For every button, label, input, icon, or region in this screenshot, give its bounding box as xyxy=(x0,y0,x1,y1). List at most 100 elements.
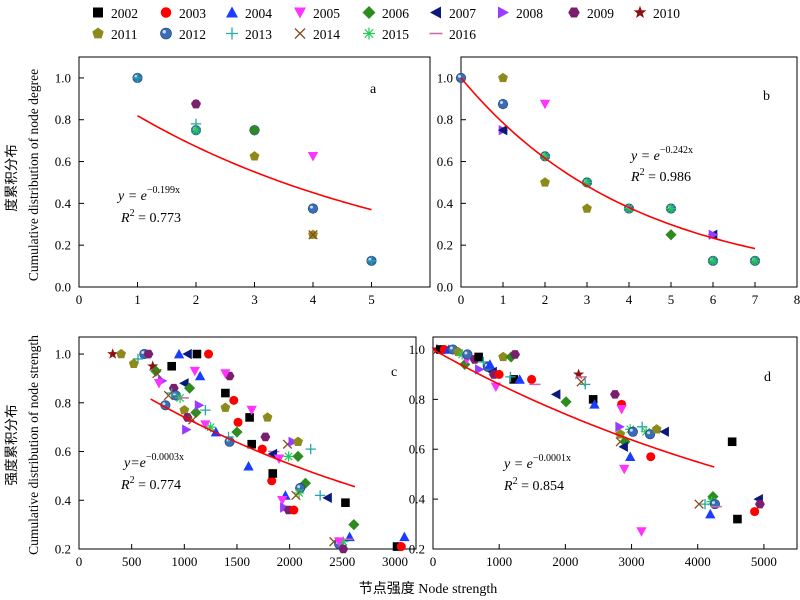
fit-r2-sup: 2 xyxy=(640,167,645,178)
legend-label-2008: 2008 xyxy=(516,6,543,21)
data-point-a-2006 xyxy=(248,124,261,136)
data-point-b-2012 xyxy=(497,99,509,110)
x-tick-label: 5 xyxy=(668,292,675,307)
x-tick-label: 1500 xyxy=(224,554,250,569)
data-point-b-2006 xyxy=(665,229,677,241)
fit-equation-d: y = e−0.0001x xyxy=(502,453,571,472)
y-tick-label: 1.0 xyxy=(55,70,71,85)
panel-b-frame xyxy=(460,56,798,288)
y-tick-label: 0.2 xyxy=(55,238,71,253)
fit-r2-c: R2 = 0.774 xyxy=(120,475,181,493)
data-point-d-2006 xyxy=(560,396,572,408)
data-point-b-2015 xyxy=(623,203,635,214)
legend-label-2009: 2009 xyxy=(587,6,614,21)
data-point-d-2012-highlight xyxy=(647,431,651,435)
data-point-a-2012 xyxy=(307,203,319,214)
data-point-d-2002 xyxy=(727,437,737,447)
legend-marker-2015 xyxy=(363,27,375,40)
y-tick-label: 1.0 xyxy=(409,342,425,357)
fit-r2-a: R2 = 0.773 xyxy=(120,208,181,226)
data-point-c-2011 xyxy=(116,348,127,359)
data-point-c-2005 xyxy=(189,366,201,377)
data-point-c-2005 xyxy=(153,378,165,389)
data-point-d-2005 xyxy=(490,382,502,393)
fit-r2-sup: 2 xyxy=(130,475,135,486)
fit-equation-exponent: −0.0003x xyxy=(146,452,184,463)
data-point-b-2011 xyxy=(540,177,550,187)
data-point-c-2004 xyxy=(243,460,254,471)
data-point-b-2015 xyxy=(539,151,551,162)
x-tick-label: 1000 xyxy=(486,554,512,569)
data-point-c-2004 xyxy=(173,348,185,359)
data-point-c-2003 xyxy=(396,542,406,552)
data-point-d-2015 xyxy=(456,349,468,360)
data-point-d-2005 xyxy=(636,527,647,537)
data-point-c-2007 xyxy=(182,348,192,360)
data-point-c-2011 xyxy=(220,402,231,412)
data-point-a-2012-highlight xyxy=(309,205,313,209)
y-tick-label: 0.4 xyxy=(55,493,72,508)
fit-curve-d xyxy=(432,348,715,468)
data-point-b-2012-highlight xyxy=(457,74,461,78)
data-point-b-2015 xyxy=(665,203,677,214)
data-point-c-2003 xyxy=(233,417,243,427)
data-point-a-2009 xyxy=(191,99,201,109)
data-point-c-2006 xyxy=(150,365,162,377)
fit-r2-symbol: R xyxy=(630,170,640,185)
y-tick-label: 0.8 xyxy=(437,112,453,127)
legend-marker-2003 xyxy=(160,7,172,18)
data-point-d-2007 xyxy=(659,426,669,437)
y-axis-label-bottom: Cumulative distribution of node strength xyxy=(26,335,41,555)
data-point-a-2011 xyxy=(249,151,260,161)
y-axis-label-top-cn: 度累积分布 xyxy=(4,144,19,212)
data-point-d-2003 xyxy=(494,369,504,379)
y-tick-label: 0.2 xyxy=(409,542,425,557)
data-point-d-2013 xyxy=(580,379,591,390)
data-point-c-2015 xyxy=(205,422,216,433)
data-point-c-2004 xyxy=(194,370,206,381)
data-point-c-2008 xyxy=(182,424,192,435)
fit-equation-a: y = e−0.199x xyxy=(116,185,180,204)
data-point-c-2002 xyxy=(245,413,254,422)
x-tick-label: 8 xyxy=(794,292,800,307)
x-tick-label: 6 xyxy=(710,292,717,307)
y-tick-label: 0.8 xyxy=(55,112,71,127)
panel-label-a: a xyxy=(370,82,377,97)
fit-equation-base: y = e xyxy=(116,189,147,204)
panel-label-d: d xyxy=(764,370,771,385)
data-point-d-2002 xyxy=(733,514,742,524)
legend-label-2011: 2011 xyxy=(111,27,138,42)
x-tick-label: 5 xyxy=(368,292,375,307)
data-point-c-2005 xyxy=(246,405,257,416)
y-tick-label: 0.4 xyxy=(437,196,454,211)
x-tick-label: 3 xyxy=(251,292,258,307)
data-point-d-2003 xyxy=(527,374,537,384)
data-point-c-2003 xyxy=(204,349,214,359)
data-point-a-2005 xyxy=(307,152,319,162)
data-point-c-2014 xyxy=(163,390,174,401)
data-point-c-2005 xyxy=(220,369,231,379)
data-point-b-2012-highlight xyxy=(499,101,503,105)
legend-label-2005: 2005 xyxy=(313,6,340,21)
data-point-c-2014 xyxy=(152,368,162,379)
y-axis-label-bottom-cn: 强度累积分布 xyxy=(4,405,19,486)
data-point-c-2012-highlight xyxy=(162,402,166,406)
data-point-d-2008 xyxy=(475,364,485,375)
data-point-a-2012-highlight xyxy=(134,74,138,78)
data-point-c-2013 xyxy=(305,443,316,455)
legend-marker-2012 xyxy=(160,27,172,40)
data-point-c-2006 xyxy=(231,426,243,438)
data-point-c-2011 xyxy=(179,404,190,415)
fit-r2-symbol: R xyxy=(120,211,130,226)
data-point-c-2008 xyxy=(288,436,298,447)
data-point-d-2012-highlight xyxy=(711,501,715,505)
legend-marker-2006 xyxy=(362,6,376,19)
data-point-c-2005 xyxy=(200,420,211,430)
x-tick-label: 0 xyxy=(76,554,83,569)
y-tick-label: 0.2 xyxy=(437,238,453,253)
data-point-c-2007 xyxy=(322,492,332,503)
x-tick-label: 5000 xyxy=(751,554,777,569)
x-tick-label: 4 xyxy=(310,292,317,307)
fit-equation-c: y=e−0.0003x xyxy=(122,452,184,471)
fit-equation-base: y=e xyxy=(122,456,146,471)
